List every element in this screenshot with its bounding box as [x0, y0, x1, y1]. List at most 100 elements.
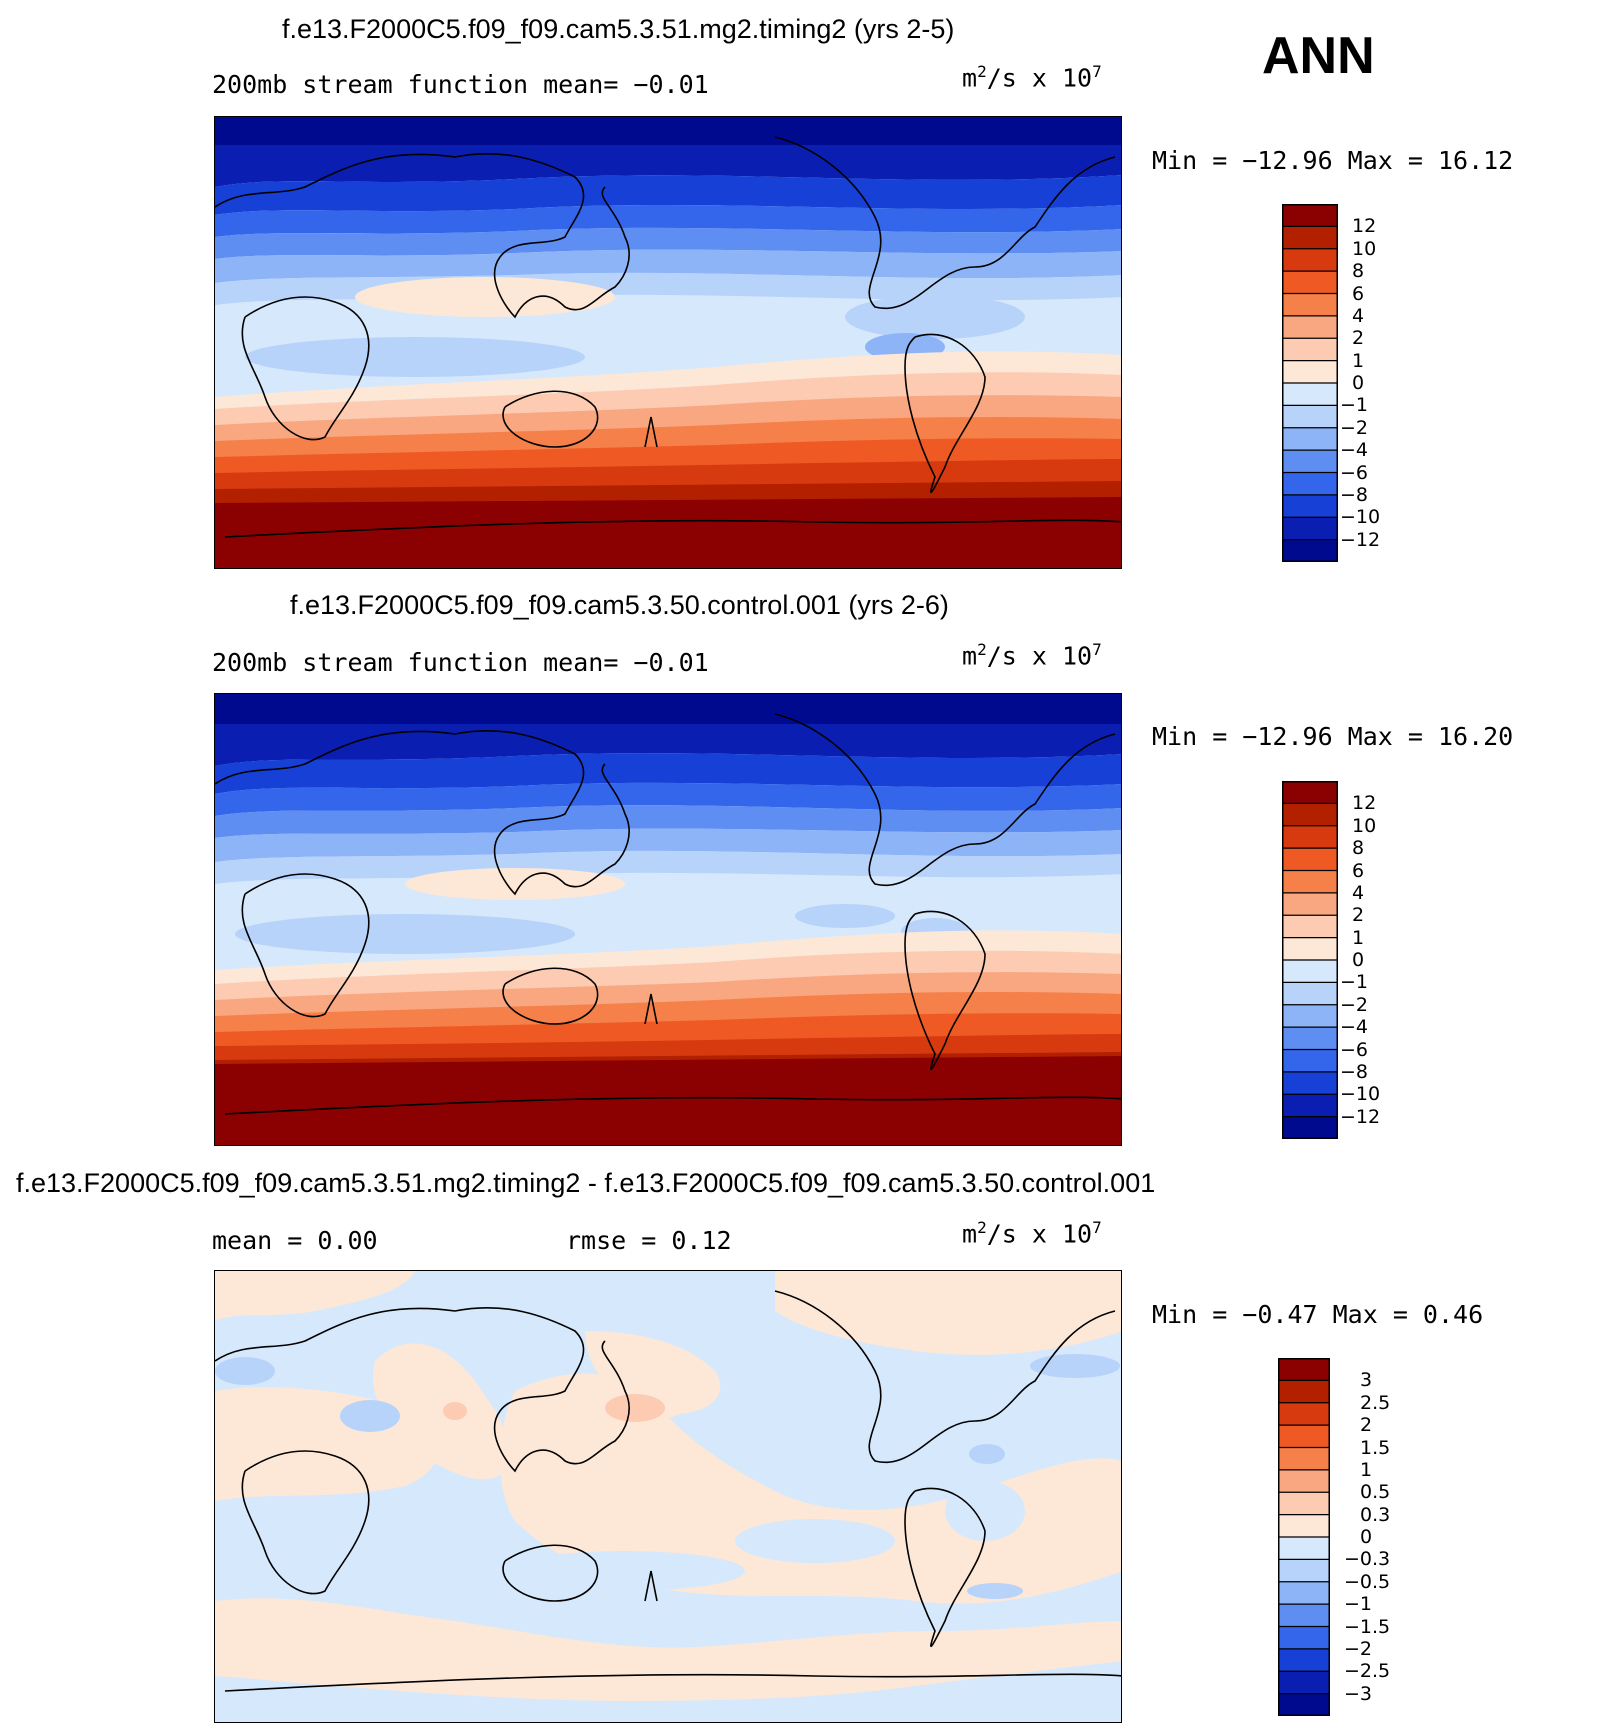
colorbar-tick-label: 1 [1352, 349, 1365, 372]
colorbar-tick-label: −8 [1340, 1060, 1369, 1083]
colorbar-swatch [1282, 517, 1338, 541]
panel2-minmax: Min = −12.96 Max = 16.20 [1152, 722, 1514, 751]
colorbar-swatch [1282, 338, 1338, 362]
colorbar-tick-label: −0.3 [1344, 1548, 1391, 1571]
panel3-map [214, 1270, 1122, 1723]
colorbar-tick-label: 12 [1352, 792, 1377, 815]
colorbar-tick-label: 10 [1352, 814, 1377, 837]
colorbar-tick-label: 0 [1360, 1526, 1373, 1548]
colorbar-tick-label: 2 [1360, 1414, 1373, 1437]
colorbar-swatch [1282, 383, 1338, 406]
colorbar-swatch [1282, 1094, 1338, 1118]
colorbar-tick-label: −10 [1340, 506, 1381, 529]
colorbar-tick-label: −8 [1340, 483, 1369, 506]
colorbar-tick-label: −2 [1340, 993, 1369, 1016]
colorbar-swatch [1278, 1402, 1330, 1426]
colorbar-tick-label: 4 [1352, 881, 1365, 904]
colorbar-swatch [1278, 1693, 1330, 1717]
panel1-minmax: Min = −12.96 Max = 16.12 [1152, 146, 1514, 175]
colorbar-swatch [1282, 204, 1338, 227]
colorbar-swatch [1278, 1559, 1330, 1583]
colorbar-tick-label: −6 [1340, 461, 1369, 484]
colorbar-swatch [1282, 982, 1338, 1006]
colorbar-swatch [1282, 1049, 1338, 1073]
colorbar-tick-label: −3 [1344, 1682, 1373, 1705]
colorbar-tick-label: −0.5 [1344, 1570, 1391, 1593]
colorbar-swatch [1282, 427, 1338, 451]
panel1-map [214, 116, 1122, 569]
colorbar-swatch [1282, 293, 1338, 317]
colorbar-tick-label: 1 [1360, 1458, 1373, 1481]
panel2-units: m2/s x 107 [962, 640, 1102, 671]
colorbar-tick-label: 1.5 [1360, 1436, 1391, 1459]
colorbar-tick-label: 8 [1352, 260, 1365, 283]
colorbar-swatch [1282, 405, 1338, 429]
colorbar-tick-label: 2 [1352, 327, 1365, 350]
colorbar-swatch [1282, 1004, 1338, 1028]
panel1-title: f.e13.F2000C5.f09_f09.cam5.3.51.mg2.timi… [282, 14, 955, 44]
colorbar-tick-label: −12 [1340, 528, 1381, 551]
colorbar-tick-label: −1 [1340, 394, 1369, 417]
colorbar-tick-label: 10 [1352, 237, 1377, 260]
colorbar-swatch [1278, 1604, 1330, 1627]
panel3-colorbar [1278, 1358, 1330, 1717]
colorbar-swatch [1278, 1648, 1330, 1672]
colorbar-border [1282, 204, 1338, 562]
colorbar-swatch [1282, 892, 1338, 916]
colorbar-swatch [1278, 1492, 1330, 1516]
colorbar-tick-label: −4 [1340, 439, 1369, 462]
colorbar-swatch [1278, 1358, 1330, 1381]
colorbar-tick-label: −1 [1340, 971, 1369, 994]
season-label: ANN [1262, 27, 1375, 85]
colorbar-border [1282, 781, 1338, 1139]
colorbar-swatch [1278, 1447, 1330, 1471]
colorbar-swatch [1278, 1537, 1330, 1560]
colorbar-tick-label: −12 [1340, 1105, 1381, 1128]
panel1-colorbar [1282, 204, 1338, 563]
colorbar-swatch [1282, 315, 1338, 339]
panel2-colorbar [1282, 781, 1338, 1140]
colorbar-swatch [1278, 1626, 1330, 1650]
colorbar-tick-label: −2 [1340, 416, 1369, 439]
colorbar-swatch [1282, 848, 1338, 871]
colorbar-swatch [1282, 915, 1338, 939]
panel1-units: m2/s x 107 [962, 62, 1102, 93]
colorbar-swatch [1282, 226, 1338, 250]
panel1-field-label: 200mb stream function mean= −0.01 [212, 70, 709, 99]
colorbar-border [1278, 1358, 1330, 1716]
colorbar-swatch [1282, 360, 1338, 384]
colorbar-tick-label: 3 [1360, 1369, 1373, 1392]
colorbar-swatch [1282, 494, 1338, 518]
panel3-rmse-label: rmse = 0.12 [566, 1226, 732, 1255]
panel3-title: f.e13.F2000C5.f09_f09.cam5.3.51.mg2.timi… [16, 1168, 1156, 1198]
panel3-mean-label: mean = 0.00 [212, 1226, 378, 1255]
colorbar-swatch [1282, 1116, 1338, 1140]
colorbar-swatch [1278, 1469, 1330, 1493]
colorbar-swatch [1282, 271, 1338, 294]
colorbar-tick-label: 12 [1352, 215, 1377, 238]
colorbar-swatch [1282, 960, 1338, 983]
colorbar-tick-label: −2.5 [1344, 1660, 1391, 1683]
colorbar-swatch [1278, 1425, 1330, 1448]
colorbar-tick-label: 0 [1352, 949, 1365, 971]
colorbar-tick-label: 1 [1352, 926, 1365, 949]
colorbar-swatch [1282, 1071, 1338, 1095]
colorbar-tick-label: 0.3 [1360, 1503, 1391, 1526]
colorbar-tick-label: 8 [1352, 837, 1365, 860]
colorbar-swatch [1282, 539, 1338, 563]
colorbar-swatch [1282, 937, 1338, 961]
panel1-colorbar-svg [1282, 204, 1338, 563]
colorbar-swatch [1282, 803, 1338, 827]
colorbar-swatch [1282, 781, 1338, 804]
colorbar-swatch [1282, 248, 1338, 272]
colorbar-swatch [1278, 1671, 1330, 1695]
colorbar-swatch [1282, 870, 1338, 894]
colorbar-swatch [1282, 825, 1338, 849]
colorbar-tick-label: 2 [1352, 904, 1365, 927]
panel2-title: f.e13.F2000C5.f09_f09.cam5.3.50.control.… [290, 590, 949, 620]
colorbar-swatch [1278, 1581, 1330, 1605]
panel3-units: m2/s x 107 [962, 1218, 1102, 1249]
panel3-minmax: Min = −0.47 Max = 0.46 [1152, 1300, 1484, 1329]
colorbar-tick-label: 4 [1352, 304, 1365, 327]
colorbar-tick-label: 0 [1352, 372, 1365, 394]
